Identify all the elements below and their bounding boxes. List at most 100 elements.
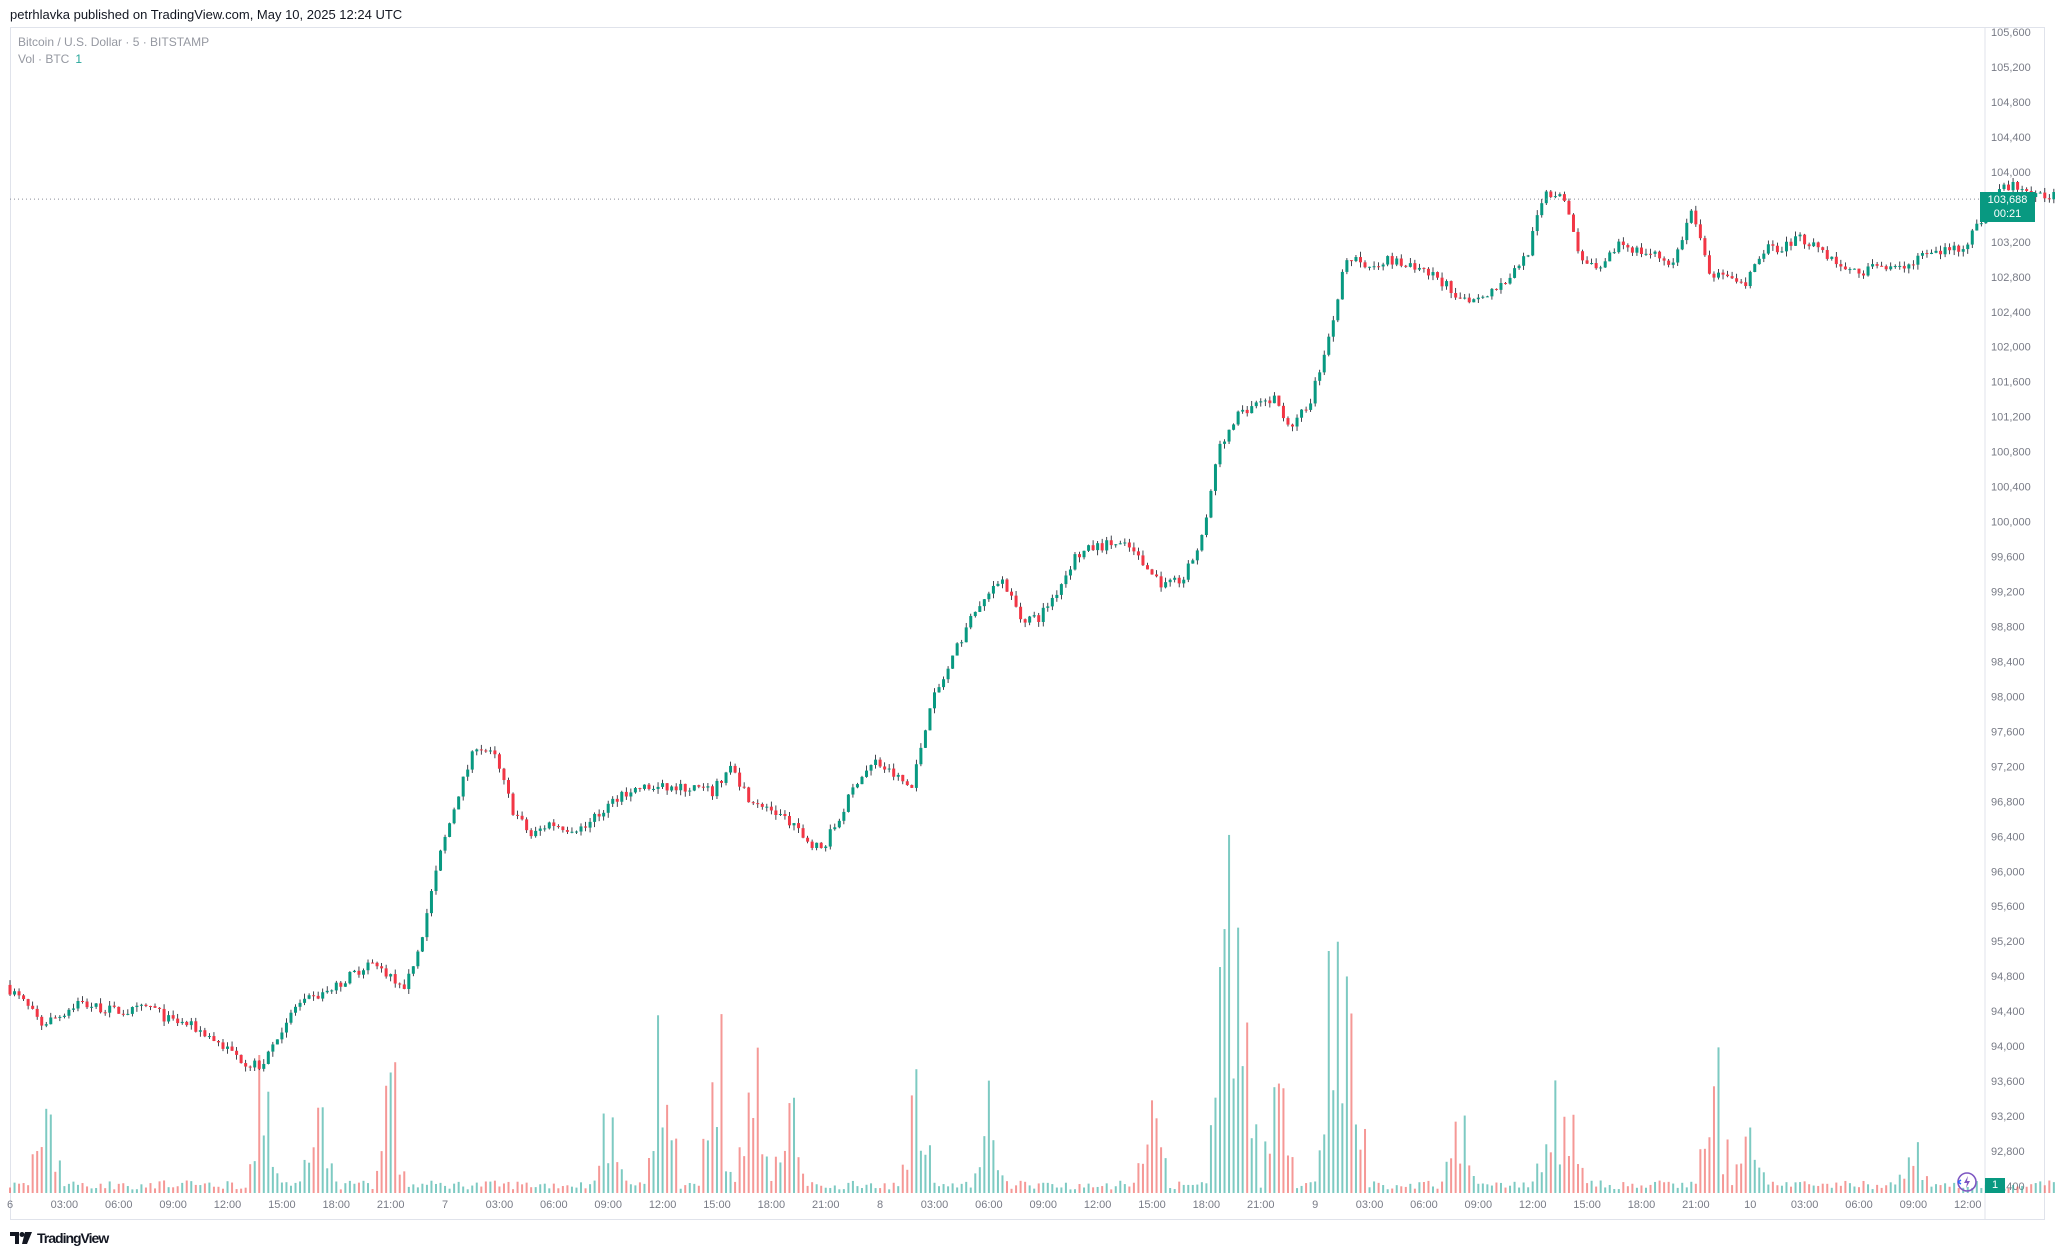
- candle-body: [135, 1005, 139, 1008]
- y-axis-ticks: 105,600 105,200 104,800 104,400 104,000 103,2…: [1991, 27, 2031, 1193]
- volume-bar: [1096, 1186, 1099, 1193]
- volume-bar: [1545, 1144, 1548, 1193]
- candle-body: [1707, 255, 1711, 274]
- volume-bar: [956, 1187, 959, 1193]
- volume-bar: [1046, 1182, 1049, 1193]
- volume-bar: [607, 1163, 610, 1193]
- candle-body: [670, 786, 674, 791]
- volume-bar: [1844, 1180, 1847, 1193]
- volume-bar: [1413, 1188, 1416, 1193]
- candle-body: [860, 776, 864, 785]
- volume-bar: [308, 1162, 311, 1193]
- candle-body: [1096, 543, 1100, 551]
- volume-bar: [122, 1183, 125, 1193]
- volume-bar: [1173, 1189, 1176, 1193]
- volume-bar: [1857, 1187, 1860, 1193]
- candle-body: [697, 785, 701, 787]
- volume-bar: [1939, 1185, 1942, 1193]
- volume-bar: [1803, 1181, 1806, 1193]
- volume-bar: [1155, 1118, 1158, 1193]
- footer[interactable]: TradingView: [10, 1230, 109, 1246]
- volume-bar: [1862, 1180, 1865, 1193]
- volume-bar: [1753, 1159, 1756, 1193]
- x-tick-label: 15:00: [268, 1199, 296, 1211]
- volume-bar: [362, 1180, 365, 1193]
- candle-body: [434, 870, 438, 892]
- candle-body: [774, 810, 778, 816]
- candle-body: [1803, 234, 1807, 245]
- candle-body: [1970, 230, 1974, 245]
- volume-bar: [1654, 1181, 1657, 1193]
- candle-body: [94, 1003, 98, 1007]
- volume-bar: [2030, 1184, 2033, 1193]
- bolt-icon[interactable]: [1955, 1170, 1979, 1194]
- candle-body: [665, 783, 669, 791]
- legend-symbol[interactable]: Bitcoin / U.S. Dollar · 5 · BITSTAMP: [18, 35, 210, 49]
- volume-bar: [1051, 1184, 1054, 1193]
- volume-bar: [734, 1181, 737, 1193]
- candle-body: [1236, 411, 1240, 425]
- x-tick-label: 09:00: [594, 1199, 622, 1211]
- volume-bar: [190, 1181, 193, 1193]
- candle-body: [1291, 424, 1295, 427]
- x-tick-label: 15:00: [703, 1199, 731, 1211]
- candle-body: [1531, 231, 1535, 256]
- candle-body: [584, 826, 588, 828]
- volume-bar: [1400, 1186, 1403, 1193]
- chart-frame[interactable]: [10, 27, 2045, 1220]
- candle-body: [1726, 274, 1730, 277]
- candle-body: [1010, 591, 1014, 596]
- candle-body: [1272, 395, 1276, 404]
- candle-body: [1494, 288, 1498, 290]
- candle-body: [1345, 260, 1349, 272]
- volume-bar: [1558, 1164, 1561, 1193]
- volume-bar: [711, 1082, 714, 1193]
- candle-body: [851, 787, 855, 795]
- candle-body: [969, 616, 973, 628]
- candle-body: [1943, 247, 1947, 255]
- candle-body: [747, 787, 751, 803]
- volume-bar: [1790, 1186, 1793, 1193]
- candle-body: [393, 974, 397, 984]
- candle-body: [1123, 542, 1127, 544]
- candle-body: [153, 1006, 157, 1008]
- candle-body: [103, 1012, 107, 1014]
- candle-body: [638, 788, 642, 790]
- volume-bar: [1717, 1047, 1720, 1193]
- candle-body: [1508, 277, 1512, 284]
- volume-bar: [1599, 1180, 1602, 1193]
- volume-bar: [752, 1117, 755, 1193]
- x-tick-label: 03:00: [486, 1199, 514, 1211]
- volume-bar: [1441, 1181, 1444, 1193]
- legend-volume[interactable]: Vol · BTC 1: [18, 51, 209, 68]
- candle-body: [919, 747, 923, 765]
- volume-bar: [702, 1138, 705, 1193]
- candle-body: [1526, 255, 1530, 257]
- volume-bar: [9, 1187, 11, 1193]
- candle-body: [1499, 283, 1503, 290]
- volume-bar: [1740, 1163, 1743, 1193]
- candle-body: [325, 990, 329, 993]
- candle-body: [1916, 255, 1920, 265]
- candle-body: [2034, 193, 2038, 198]
- candle-body: [1213, 464, 1217, 491]
- candle-body: [1100, 543, 1104, 551]
- volume-bar: [548, 1188, 551, 1193]
- candle-body: [1141, 555, 1145, 566]
- candle-body: [679, 783, 683, 791]
- candle-body: [910, 785, 914, 788]
- candle-body: [652, 788, 656, 790]
- volume-bar: [1658, 1180, 1661, 1193]
- candle-body: [624, 791, 628, 797]
- volume-bar: [18, 1183, 21, 1193]
- x-tick-label: 15:00: [1573, 1199, 1601, 1211]
- footer-brand: TradingView: [37, 1230, 109, 1246]
- volume-bar: [348, 1180, 351, 1193]
- volume-bar: [353, 1183, 356, 1193]
- volume-bar: [403, 1171, 406, 1193]
- x-tick-label: 03:00: [1356, 1199, 1384, 1211]
- candle-body: [1059, 584, 1063, 595]
- candle-body: [479, 749, 483, 751]
- volume-bar: [1876, 1184, 1879, 1193]
